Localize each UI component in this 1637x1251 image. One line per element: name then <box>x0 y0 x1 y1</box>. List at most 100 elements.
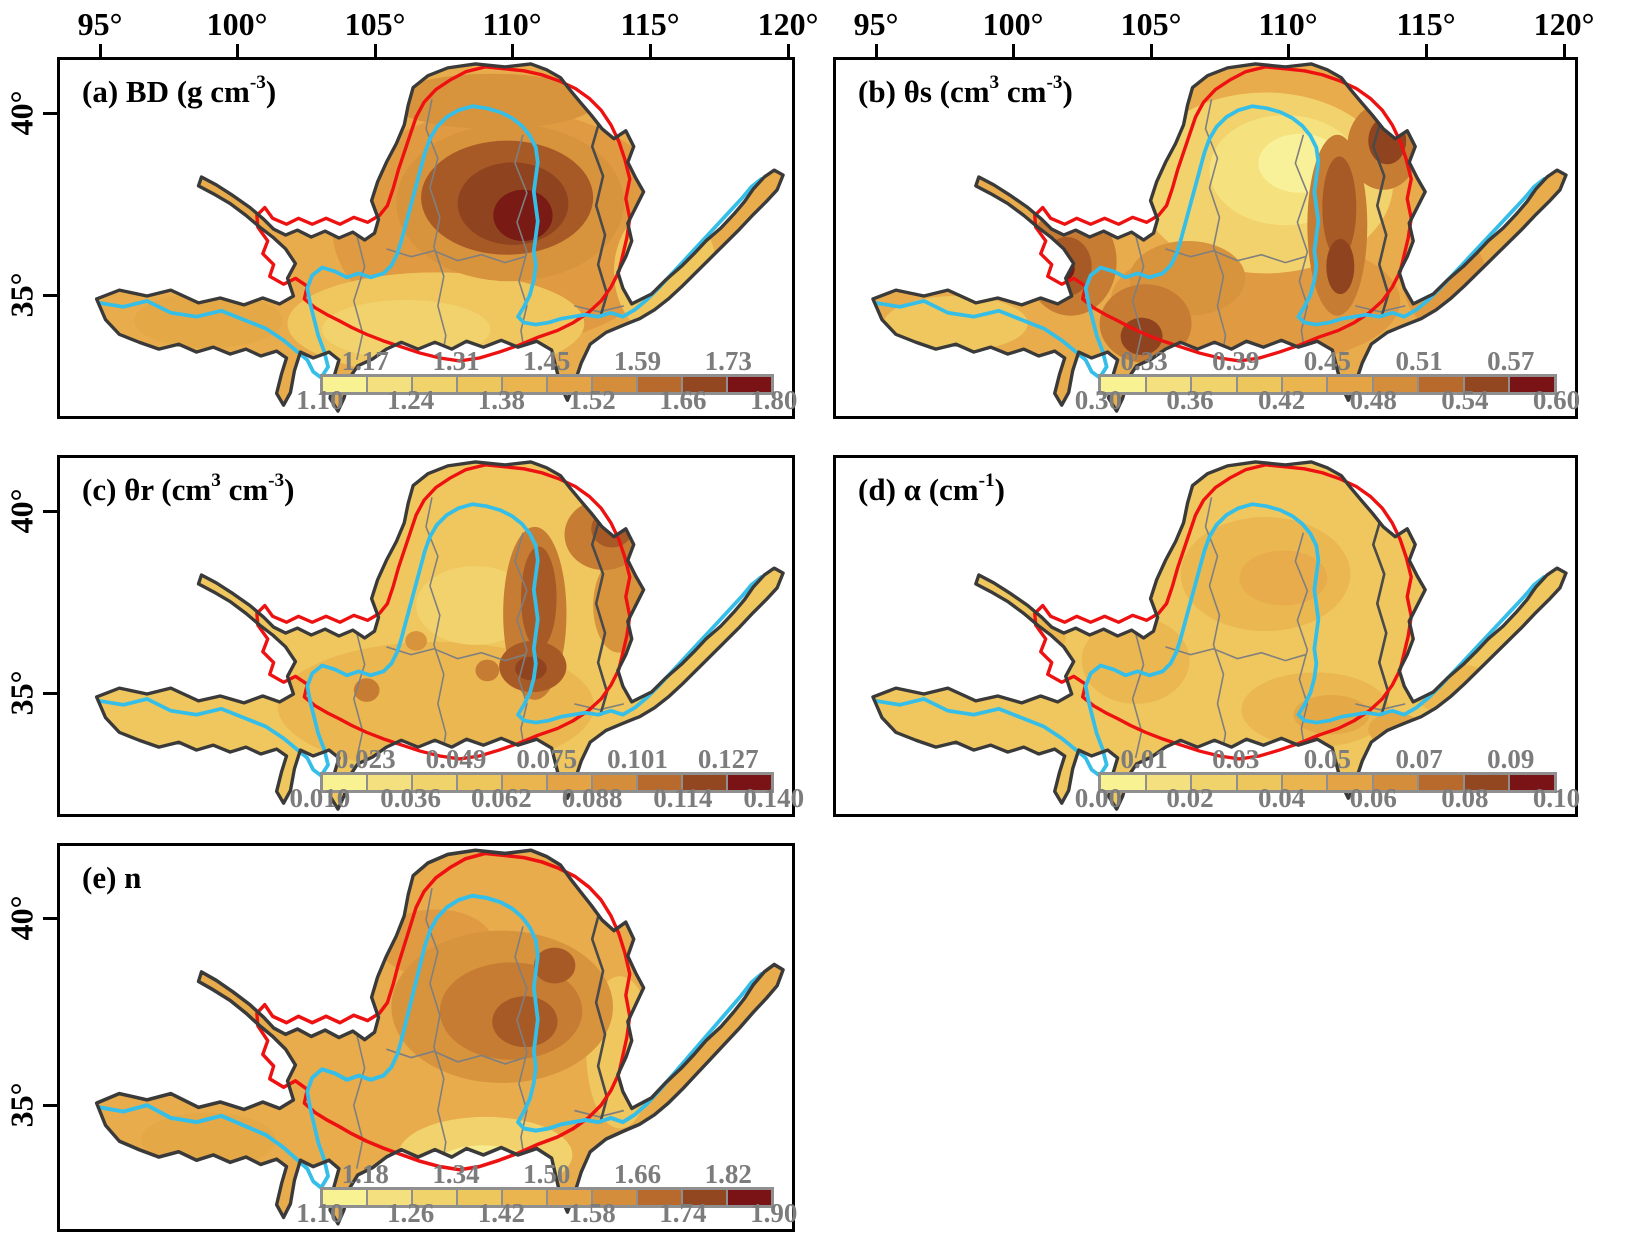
lon-tick-mark <box>236 44 239 58</box>
lon-tick-mark <box>99 44 102 58</box>
colorbar-upper-tick: 1.66 <box>613 1159 662 1189</box>
lat-tick-mark <box>43 1104 58 1107</box>
colorbar-legend: 0.01 0.03 0.05 0.07 0.09 0.00 0.02 0.04 0.06 0.0… <box>1075 744 1580 813</box>
colorbar-lower-tick: 0.114 <box>653 783 713 813</box>
colorbar-lower-tick: 0.60 <box>1532 385 1581 415</box>
colorbar-lower-tick: 0.04 <box>1257 783 1306 813</box>
lon-tick-mark <box>1287 44 1290 58</box>
colorbar-class-swatch <box>502 1190 546 1205</box>
subregion-boundary <box>1033 65 1413 363</box>
colorbar-class-swatch <box>1373 377 1418 392</box>
panel-a-bd: (a) BD (g cm-3) 1.17 1.31 1.45 1.59 1.73 1.1… <box>57 57 797 419</box>
subregion-boundary <box>255 851 632 1172</box>
colorbar-lower-tick: 1.52 <box>568 385 616 415</box>
yellow-river-line <box>874 104 1546 380</box>
contour-band <box>405 631 427 651</box>
colorbar-upper-labels: 0.01 0.03 0.05 0.07 0.09 <box>1098 744 1556 774</box>
contour-band <box>1322 156 1357 259</box>
colorbar-lower-tick: 1.10 <box>296 1198 344 1228</box>
colorbar-strip <box>319 1187 774 1208</box>
contour-band <box>883 296 1028 352</box>
province-boundary-line <box>386 248 526 264</box>
colorbar-class-swatch <box>547 377 591 392</box>
colorbar-class-swatch <box>1464 377 1509 392</box>
colorbar-lower-tick: 1.90 <box>750 1198 798 1228</box>
colorbar-upper-tick: 0.01 <box>1120 744 1168 774</box>
colorbar-class-swatch <box>1237 775 1282 790</box>
yellow-river-line <box>97 104 764 380</box>
lon-tick-mark <box>1012 44 1015 58</box>
panel-title: (a) BD (g cm-3) <box>82 71 277 109</box>
colorbar-upper-tick: 1.45 <box>523 346 571 376</box>
colorbar-class-swatch <box>1464 775 1509 790</box>
province-boundary-line <box>574 1109 625 1118</box>
lon-tick-mark <box>1563 44 1566 58</box>
yellow-river-line <box>97 893 764 1190</box>
colorbar-class-swatch <box>457 1190 501 1205</box>
province-boundary-line <box>1165 248 1306 264</box>
colorbar-upper-tick: 1.50 <box>523 1159 571 1189</box>
lon-tick-mark <box>511 44 514 58</box>
colorbar-upper-tick: 0.049 <box>425 744 487 774</box>
colorbar-class-swatch <box>1328 377 1372 392</box>
colorbar-class-swatch <box>457 775 501 790</box>
lon-tick-label: 110° <box>482 6 542 42</box>
colorbar-upper-tick: 0.05 <box>1303 744 1352 774</box>
colorbar-class-swatch <box>322 775 366 790</box>
lon-tick-label: 100° <box>982 6 1044 42</box>
colorbar-class-swatch <box>1237 377 1282 392</box>
panel-e-n: (e) n 1.18 1.34 1.50 1.66 1.82 1.10 1.26 1.42 1… <box>57 843 797 1232</box>
colorbar-upper-tick: 0.075 <box>516 744 578 774</box>
colorbar-class-swatch <box>592 775 636 790</box>
colorbar-upper-labels: 0.33 0.39 0.45 0.51 0.57 <box>1098 346 1556 376</box>
lon-tick-mark <box>374 44 377 58</box>
colorbar-lower-tick: 0.062 <box>471 783 532 813</box>
colorbar-lower-tick: 0.36 <box>1166 385 1214 415</box>
colorbar-class-swatch <box>1146 377 1191 392</box>
colorbar-class-swatch <box>1419 377 1463 392</box>
colorbar-legend: 0.33 0.39 0.45 0.51 0.57 0.30 0.36 0.42 0.48 0.5… <box>1075 346 1580 415</box>
colorbar-class-swatch <box>1146 775 1191 790</box>
lon-tick-label: 120° <box>757 6 819 42</box>
colorbar-lower-labels: 1.10 1.26 1.42 1.58 1.74 1.90 <box>296 1200 797 1227</box>
colorbar-upper-tick: 0.33 <box>1120 346 1168 376</box>
lat-tick-label: 35° <box>3 272 40 318</box>
colorbar-class-swatch <box>502 377 546 392</box>
yellow-river-line <box>874 502 1546 778</box>
subregion-boundary <box>255 463 632 761</box>
colorbar-legend: 1.17 1.31 1.45 1.59 1.73 1.10 1.24 1.38 1.52 1.6… <box>296 346 797 415</box>
contour-band <box>520 546 557 649</box>
lat-tick-mark <box>43 917 58 920</box>
province-boundary-line <box>386 646 526 662</box>
lon-tick-mark <box>1150 44 1153 58</box>
contour-band <box>492 996 558 1048</box>
colorbar-class-swatch <box>727 1190 771 1205</box>
province-boundary-line <box>1131 234 1145 361</box>
contour-band <box>475 659 500 682</box>
colorbar-class-swatch <box>727 377 771 392</box>
colorbar-class-swatch <box>547 1190 591 1205</box>
colorbar-class-swatch <box>1192 377 1236 392</box>
province-boundary-line <box>574 703 625 711</box>
colorbar-upper-tick: 0.57 <box>1487 346 1535 376</box>
colorbar-strip <box>319 374 774 395</box>
colorbar-class-swatch <box>592 377 636 392</box>
colorbar-class-swatch <box>367 1190 411 1205</box>
colorbar-lower-tick: 1.24 <box>387 385 435 415</box>
dark-province-line <box>589 92 609 319</box>
colorbar-upper-tick: 1.31 <box>432 346 480 376</box>
colorbar-lower-tick: 1.10 <box>296 385 344 415</box>
colorbar-class-swatch <box>1373 775 1418 790</box>
colorbar-upper-tick: 1.73 <box>704 346 752 376</box>
lon-tick-label: 100° <box>206 6 268 42</box>
colorbar-class-swatch <box>1101 775 1145 790</box>
province-boundary-line <box>1131 632 1145 759</box>
colorbar-lower-tick: 0.48 <box>1349 385 1397 415</box>
lat-tick-label: 35° <box>3 1082 40 1128</box>
colorbar-lower-tick: 0.42 <box>1257 385 1306 415</box>
colorbar-strip <box>319 772 774 793</box>
colorbar-class-swatch <box>682 775 726 790</box>
panel-title: (b) θs (cm3 cm-3) <box>858 71 1073 109</box>
province-boundary-line <box>1165 646 1306 662</box>
